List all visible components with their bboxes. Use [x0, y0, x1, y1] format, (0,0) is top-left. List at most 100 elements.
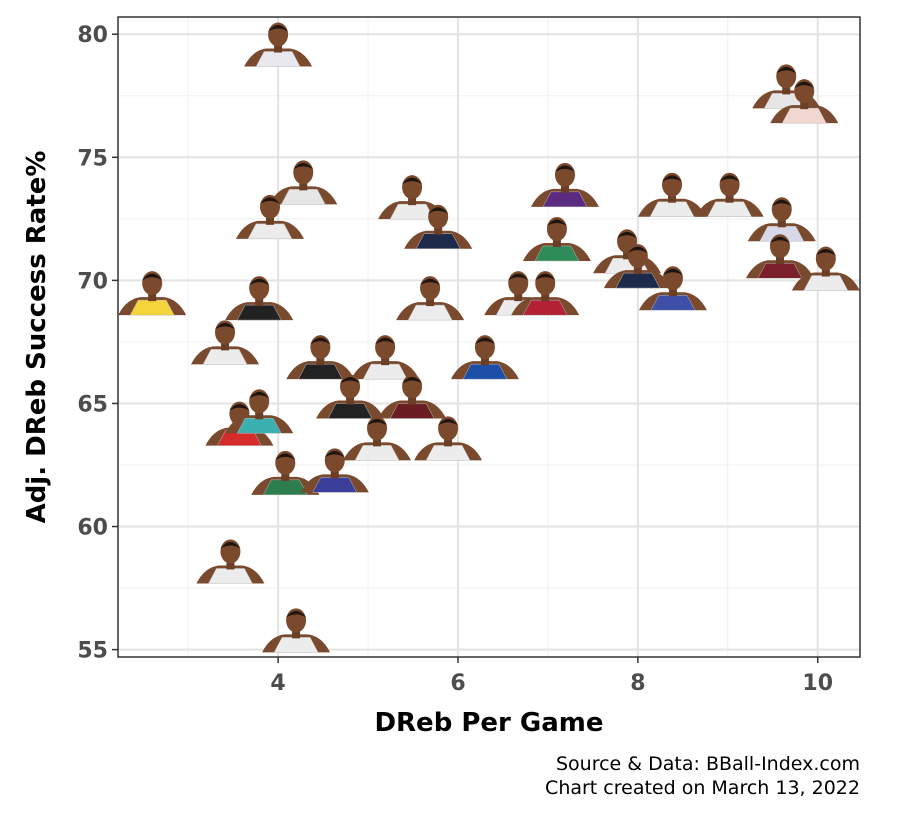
jersey [202, 349, 248, 365]
jersey [462, 363, 508, 380]
hair [340, 377, 361, 384]
neck [775, 256, 784, 265]
player-headshot-point [316, 374, 385, 419]
hair [771, 199, 792, 207]
jersey [649, 201, 695, 217]
neck [668, 194, 677, 203]
neck [316, 357, 325, 366]
player-headshot-point [225, 276, 294, 321]
hair [286, 610, 307, 618]
player-headshot-point [286, 335, 355, 380]
player-headshot-point [695, 172, 764, 217]
neck [444, 438, 453, 447]
player-headshot-point [396, 276, 465, 321]
neck [668, 288, 677, 297]
player-headshot-point [269, 160, 338, 205]
grid [118, 17, 860, 657]
jersey [522, 299, 568, 316]
player-headshot-point [351, 335, 420, 380]
jersey [389, 403, 435, 419]
hair [719, 175, 740, 182]
neck [725, 194, 734, 203]
jersey [615, 272, 661, 289]
neck [373, 438, 382, 447]
jersey [650, 294, 696, 311]
neck [408, 197, 417, 206]
hair [546, 219, 567, 226]
points [118, 22, 860, 653]
neck [255, 411, 264, 420]
hair [293, 162, 314, 170]
neck [777, 219, 786, 228]
jersey [273, 637, 319, 653]
jersey [781, 107, 827, 124]
y-axis-label: Adj. DReb Success Rate% [22, 151, 52, 524]
hair [324, 450, 345, 458]
hair [310, 337, 331, 345]
player-headshot-point [343, 416, 412, 461]
jersey [534, 245, 580, 262]
hair [215, 322, 236, 330]
player-headshot-point [404, 204, 473, 249]
neck [346, 396, 355, 405]
jersey [362, 363, 408, 380]
jersey [247, 223, 293, 240]
neck [821, 268, 830, 277]
player-headshot-point [638, 172, 707, 217]
jersey [262, 479, 308, 496]
hair [627, 246, 648, 254]
tick-labels: 4 6 8 10 55 60 65 70 75 80 [77, 23, 833, 696]
player-headshot-point [225, 389, 294, 434]
player-headshot-point [300, 448, 369, 493]
player-headshot-point [603, 244, 672, 289]
neck [426, 298, 435, 307]
x-tick-label: 4 [270, 671, 285, 696]
jersey [707, 201, 753, 217]
hair [142, 273, 163, 281]
neck [434, 226, 443, 235]
neck [255, 298, 264, 307]
hair [554, 165, 575, 172]
x-tick-label: 10 [802, 671, 833, 696]
jersey [236, 304, 282, 321]
player-headshot-point [530, 162, 599, 208]
neck [541, 293, 550, 302]
neck [623, 251, 632, 260]
hair [662, 175, 683, 182]
hair [662, 268, 683, 276]
player-headshot-point [522, 217, 591, 262]
hair [275, 453, 296, 460]
neck [148, 293, 157, 302]
x-axis-label: DReb Per Game [374, 708, 603, 738]
jersey [280, 189, 326, 205]
neck [782, 86, 791, 95]
hair [402, 377, 423, 384]
x-tick-label: 8 [630, 671, 645, 696]
player-headshot-point [638, 266, 707, 311]
jersey [425, 445, 471, 461]
hair [535, 273, 556, 281]
hair [776, 66, 797, 74]
hair [617, 231, 638, 239]
player-headshot-point [262, 608, 331, 653]
neck [299, 182, 308, 191]
jersey [236, 418, 282, 434]
y-tick-label: 80 [77, 23, 108, 48]
player-headshot-point [511, 271, 580, 316]
y-tick-label: 65 [77, 392, 108, 417]
neck [274, 44, 283, 53]
player-headshot-point [414, 416, 483, 461]
jersey [255, 51, 301, 67]
hair [259, 197, 280, 204]
hair [402, 177, 423, 185]
hair [229, 404, 250, 411]
hair [220, 541, 241, 549]
player-headshot-point [196, 539, 265, 584]
neck [800, 101, 809, 110]
neck [226, 561, 235, 570]
player-headshot-point [378, 374, 447, 419]
neck [330, 470, 339, 479]
hair [428, 207, 449, 214]
jersey [803, 275, 849, 291]
